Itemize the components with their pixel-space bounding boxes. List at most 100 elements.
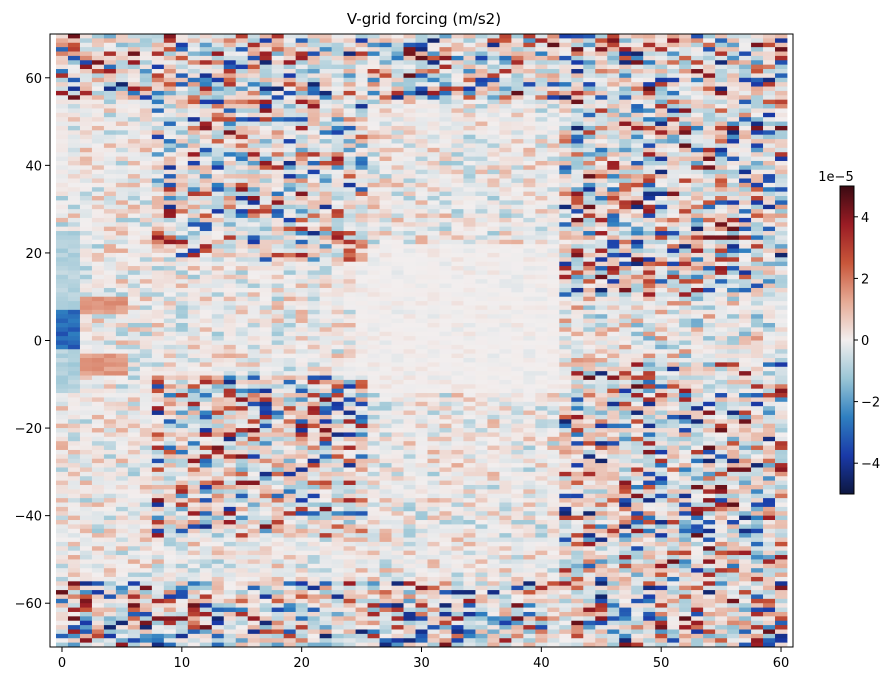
heatmap-cell [163, 358, 177, 363]
heatmap-cell [247, 629, 261, 635]
heatmap-cell [403, 388, 416, 394]
heatmap-cell [439, 139, 452, 144]
heatmap-cell [415, 598, 428, 604]
heatmap-cell [271, 463, 285, 468]
heatmap-cell [247, 134, 261, 140]
heatmap-cell [259, 314, 273, 320]
heatmap-cell [127, 239, 141, 245]
heatmap-cell [211, 568, 225, 573]
heatmap-cell [67, 410, 81, 416]
heatmap-cell [151, 182, 165, 188]
heatmap-cell [247, 296, 261, 302]
heatmap-cell [163, 629, 177, 635]
heatmap-cell [259, 414, 273, 420]
heatmap-cell [151, 432, 165, 438]
heatmap-cell [199, 533, 213, 538]
heatmap-cell [319, 458, 333, 464]
heatmap-cell [211, 261, 225, 267]
heatmap-cell [235, 397, 249, 403]
heatmap-cell [379, 432, 392, 438]
heatmap-cell [403, 117, 416, 122]
heatmap-cell [331, 449, 344, 455]
heatmap-cell [439, 204, 452, 210]
heatmap-cell [283, 358, 297, 363]
heatmap-cell [307, 292, 321, 298]
heatmap-cell [355, 305, 368, 311]
heatmap-cell [211, 117, 225, 122]
heatmap-cell [115, 611, 129, 617]
heatmap-cell [55, 204, 69, 210]
heatmap-cell [427, 222, 440, 228]
heatmap-cell [55, 463, 69, 468]
heatmap-cell [163, 428, 177, 433]
heatmap-cell [355, 279, 368, 284]
heatmap-cell [355, 419, 368, 425]
heatmap-cell [175, 252, 189, 258]
heatmap-cell [283, 410, 297, 416]
heatmap-cell [463, 38, 476, 44]
heatmap-cell [55, 594, 69, 600]
heatmap-cell [127, 638, 141, 644]
heatmap-cell [283, 226, 297, 232]
heatmap-cell [103, 371, 117, 376]
heatmap-cell [319, 231, 333, 236]
heatmap-cell [103, 99, 117, 105]
heatmap-cell [463, 147, 476, 153]
heatmap-cell [223, 520, 237, 525]
heatmap-cell [343, 99, 356, 105]
heatmap-cell [427, 371, 440, 376]
heatmap-cell [211, 511, 225, 517]
heatmap-cell [355, 266, 368, 271]
heatmap-cell [247, 353, 261, 359]
heatmap-cell [175, 371, 189, 376]
heatmap-cell [151, 38, 165, 44]
heatmap-cell [451, 174, 464, 179]
heatmap-cell [199, 165, 213, 171]
heatmap-cell [139, 261, 153, 267]
heatmap-cell [391, 196, 404, 201]
heatmap-cell [451, 476, 464, 482]
heatmap-cell [259, 82, 273, 87]
heatmap-cell [295, 471, 309, 477]
heatmap-cell [55, 222, 69, 228]
heatmap-cell [103, 388, 117, 394]
heatmap-cell [187, 252, 201, 258]
heatmap-cell [235, 401, 249, 407]
heatmap-cell [283, 616, 297, 622]
heatmap-cell [439, 318, 452, 324]
heatmap-cell [115, 349, 129, 355]
heatmap-cell [187, 244, 201, 249]
heatmap-cell [139, 432, 153, 438]
heatmap-cell [115, 235, 129, 241]
heatmap-cell [127, 366, 141, 372]
heatmap-cell [199, 541, 213, 547]
heatmap-cell [475, 38, 488, 44]
heatmap-cell [175, 524, 189, 530]
heatmap-cell [307, 607, 321, 613]
heatmap-cell [79, 340, 93, 346]
heatmap-cell [439, 77, 452, 83]
heatmap-cell [139, 559, 153, 565]
heatmap-cell [403, 34, 416, 39]
heatmap-cell [295, 279, 309, 284]
heatmap-cell [415, 95, 428, 101]
heatmap-cell [79, 327, 93, 333]
heatmap-cell [199, 82, 213, 87]
heatmap-cell [259, 182, 273, 188]
heatmap-cell [139, 274, 153, 280]
heatmap-cell [151, 445, 165, 451]
heatmap-cell [55, 86, 69, 92]
heatmap-cell [199, 449, 213, 455]
heatmap-cell [439, 537, 452, 543]
heatmap-cell [175, 502, 189, 508]
heatmap-cell [151, 60, 165, 66]
heatmap-cell [379, 366, 392, 372]
heatmap-cell [355, 209, 368, 214]
heatmap-cell [463, 419, 476, 425]
heatmap-cell [259, 112, 273, 118]
heatmap-cell [403, 349, 416, 355]
heatmap-cell [247, 139, 261, 144]
heatmap-cell [391, 257, 404, 263]
heatmap-cell [67, 445, 81, 451]
heatmap-cell [379, 511, 392, 517]
